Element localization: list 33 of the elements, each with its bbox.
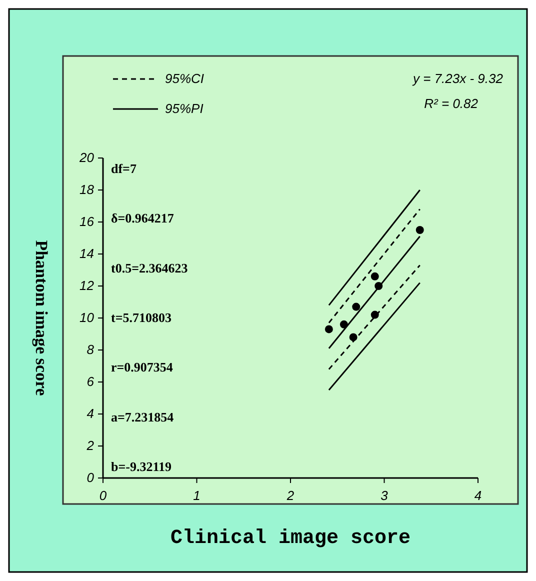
x-axis-title: Clinical image score bbox=[170, 527, 411, 550]
x-tick-label: 2 bbox=[286, 488, 295, 503]
annotation: r=0.907354 bbox=[111, 360, 174, 375]
annotation: t=5.710803 bbox=[111, 310, 172, 325]
point bbox=[370, 272, 379, 280]
x-tick-label: 0 bbox=[99, 488, 108, 503]
y-tick-label: 0 bbox=[86, 470, 95, 485]
point bbox=[324, 325, 333, 334]
y-tick-label: 6 bbox=[86, 374, 95, 389]
y-tick-label: 2 bbox=[86, 438, 95, 453]
annotation: a=7.231854 bbox=[111, 409, 174, 424]
y-tick-label: 8 bbox=[86, 342, 95, 357]
x-tick-label: 1 bbox=[193, 488, 200, 503]
legend-label: 95%PI bbox=[165, 101, 204, 116]
y-tick-label: 20 bbox=[78, 150, 95, 165]
y-tick-label: 18 bbox=[80, 182, 95, 197]
x-tick-label: 3 bbox=[380, 488, 389, 503]
y-axis-title: Phantom image score bbox=[32, 240, 51, 396]
y-tick-label: 14 bbox=[80, 246, 94, 261]
text: R² = 0.82 bbox=[424, 96, 479, 111]
annotation: b=-9.32119 bbox=[111, 459, 172, 474]
text: y = 7.23x - 9.32 bbox=[412, 71, 504, 86]
y-tick-label: 4 bbox=[86, 406, 94, 421]
point bbox=[352, 302, 360, 311]
legend-label: 95%CI bbox=[165, 71, 204, 86]
annotation: df=7 bbox=[111, 161, 137, 176]
y-tick-label: 16 bbox=[80, 214, 95, 229]
annotation: δ=0.964217 bbox=[111, 210, 174, 226]
y-tick-label: 10 bbox=[80, 310, 95, 325]
y-tick-label: 12 bbox=[80, 278, 95, 293]
annotation: t0.5=2.364623 bbox=[111, 260, 188, 276]
x-tick-label: 4 bbox=[474, 488, 482, 503]
point bbox=[416, 226, 424, 234]
